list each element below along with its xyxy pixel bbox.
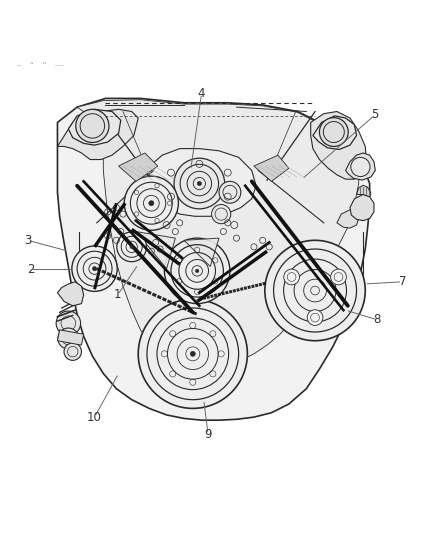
Circle shape (92, 266, 97, 271)
Polygon shape (136, 231, 175, 269)
Polygon shape (350, 195, 374, 221)
Polygon shape (357, 185, 371, 197)
Polygon shape (184, 238, 219, 266)
Polygon shape (313, 116, 357, 149)
Circle shape (130, 245, 134, 248)
Circle shape (117, 232, 147, 262)
Polygon shape (311, 111, 367, 179)
Circle shape (76, 109, 109, 142)
Circle shape (64, 343, 81, 360)
Polygon shape (77, 100, 359, 368)
Circle shape (351, 157, 370, 176)
Circle shape (190, 351, 195, 357)
Circle shape (197, 181, 201, 185)
Circle shape (164, 238, 230, 304)
Polygon shape (346, 153, 375, 180)
Circle shape (195, 269, 199, 272)
Text: 9: 9 (205, 428, 212, 441)
Polygon shape (254, 155, 289, 181)
Polygon shape (57, 282, 84, 306)
Polygon shape (57, 330, 84, 345)
Circle shape (58, 328, 79, 349)
Polygon shape (68, 109, 121, 145)
Circle shape (124, 176, 178, 230)
Circle shape (72, 246, 117, 292)
Polygon shape (337, 210, 359, 228)
Text: 4: 4 (198, 87, 205, 100)
Polygon shape (57, 109, 138, 159)
Circle shape (219, 181, 241, 203)
Circle shape (319, 118, 348, 147)
Text: 1: 1 (114, 288, 121, 301)
Polygon shape (57, 99, 370, 420)
Polygon shape (119, 153, 158, 181)
Circle shape (149, 200, 154, 206)
Circle shape (265, 240, 365, 341)
Text: 2: 2 (27, 263, 34, 276)
Text: 10: 10 (87, 410, 102, 424)
Text: —  “  ”  ——: — “ ” —— (17, 62, 64, 68)
Circle shape (174, 158, 225, 209)
Circle shape (307, 310, 323, 326)
Text: 8: 8 (373, 313, 381, 326)
Text: 5: 5 (371, 108, 379, 121)
Circle shape (284, 269, 300, 285)
Circle shape (56, 311, 81, 335)
Polygon shape (145, 149, 256, 216)
Circle shape (331, 269, 346, 285)
Circle shape (138, 299, 247, 408)
Circle shape (212, 205, 231, 224)
Text: 3: 3 (24, 234, 32, 247)
Text: 7: 7 (399, 275, 406, 288)
